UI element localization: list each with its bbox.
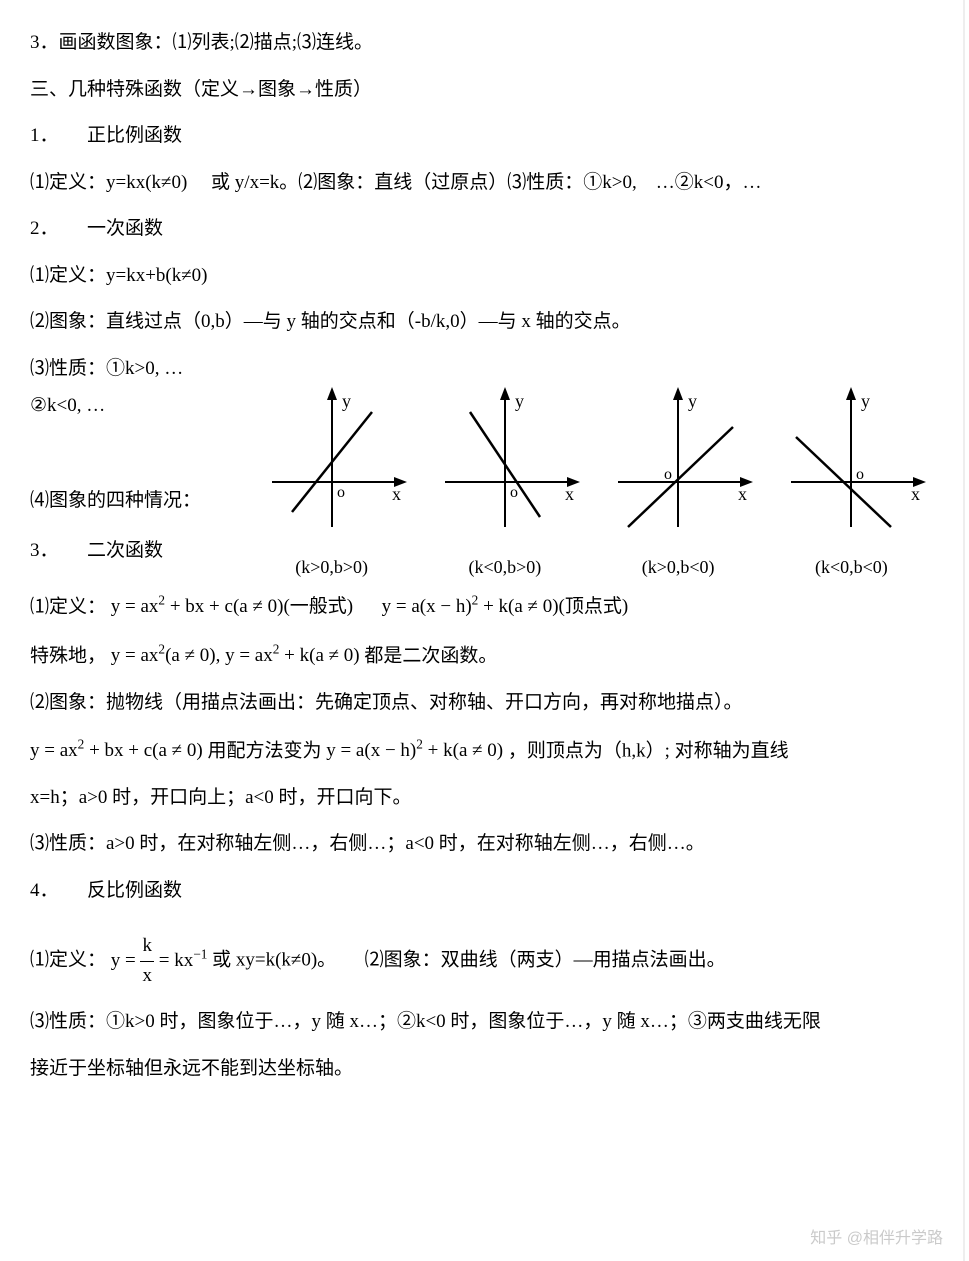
subsection-heading: 4． 反比例函数 — [30, 868, 933, 915]
formula: y = ax2 + bx + c(a ≠ 0) — [30, 740, 207, 761]
linear-graph-svg: y x o — [425, 382, 585, 542]
subsection-heading: 3． 二次函数 — [30, 537, 163, 566]
linear-graph-svg: y x o — [598, 382, 758, 542]
svg-text:x: x — [738, 484, 747, 504]
svg-text:o: o — [856, 466, 864, 483]
text-line: ⑴定义： y = ax2 + bx + c(a ≠ 0)(一般式) y = a(… — [30, 582, 933, 631]
linear-graph-svg: y x o — [771, 382, 931, 542]
graph-caption: (k>0,b<0) — [597, 554, 760, 581]
graph-caption: (k<0,b>0) — [423, 554, 586, 581]
graph-caption: (k<0,b<0) — [770, 554, 933, 581]
subsection-heading: 2． 一次函数 — [30, 206, 933, 253]
graph-kpos-bpos: y x o (k>0,b>0) — [250, 382, 413, 581]
graphs-row: y x o (k>0,b>0) y x o (k<0,b>0) — [250, 382, 933, 581]
graph-kneg-bpos: y x o (k<0,b>0) — [423, 382, 586, 581]
text-line: ⑴定义：y=kx(k≠0) 或 y/x=k。⑵图象：直线（过原点）⑶性质：①k>… — [30, 160, 933, 207]
linear-graph-svg: y x o — [252, 382, 412, 542]
section-heading: 三、几种特殊函数（定义→图象→性质） — [30, 67, 933, 114]
formula: y = ax2 + bx + c(a ≠ 0)(一般式) y = a(x − h… — [111, 596, 628, 617]
formula: y = a(x − h)2 + k(a ≠ 0) — [326, 740, 508, 761]
text-line: x=h；a>0 时，开口向上；a<0 时，开口向下。 — [30, 775, 933, 822]
subsection-heading: 1． 正比例函数 — [30, 113, 933, 160]
formula: y = kx = kx−1 — [111, 950, 212, 971]
text-line: ⑷图象的四种情况： — [30, 487, 201, 516]
svg-text:x: x — [392, 484, 401, 504]
svg-text:o: o — [337, 484, 345, 501]
svg-text:x: x — [911, 484, 920, 504]
graph-caption: (k>0,b>0) — [250, 554, 413, 581]
document-page: 3．画函数图象：⑴列表;⑵描点;⑶连线。 三、几种特殊函数（定义→图象→性质） … — [0, 0, 965, 1261]
svg-text:y: y — [688, 391, 697, 411]
svg-text:x: x — [565, 484, 574, 504]
text-line: 接近于坐标轴但永远不能到达坐标轴。 — [30, 1046, 933, 1093]
text-line: ②k<0, … — [30, 392, 105, 421]
text-line: ⑵图象：直线过点（0,b）—与 y 轴的交点和（-b/k,0）—与 x 轴的交点… — [30, 299, 933, 346]
text-line: 3．画函数图象：⑴列表;⑵描点;⑶连线。 — [30, 20, 933, 67]
text-line: ⑴定义：y=kx+b(k≠0) — [30, 253, 933, 300]
svg-text:y: y — [515, 391, 524, 411]
svg-text:y: y — [342, 391, 351, 411]
graph-kpos-bneg: y x o (k>0,b<0) — [597, 382, 760, 581]
text-line: ⑶性质：a>0 时，在对称轴左侧…，右侧…；a<0 时，在对称轴左侧…，右侧…。 — [30, 821, 933, 868]
watermark: 知乎 @相伴升学路 — [810, 1227, 943, 1251]
text-line: 特殊地， y = ax2(a ≠ 0), y = ax2 + k(a ≠ 0) … — [30, 631, 933, 680]
graph-kneg-bneg: y x o (k<0,b<0) — [770, 382, 933, 581]
text-line: y = ax2 + bx + c(a ≠ 0) 用配方法变为 y = a(x −… — [30, 726, 933, 775]
text-line: ⑶性质：①k>0 时，图象位于…，y 随 x…；②k<0 时，图象位于…，y 随… — [30, 999, 933, 1046]
svg-text:o: o — [510, 484, 518, 501]
svg-text:o: o — [664, 466, 672, 483]
text-line: ⑵图象：抛物线（用描点法画出：先确定顶点、对称轴、开口方向，再对称地描点）。 — [30, 680, 933, 727]
svg-text:y: y — [861, 391, 870, 411]
formula: y = ax2(a ≠ 0), y = ax2 + k(a ≠ 0) — [111, 645, 365, 666]
text-line: ⑴定义： y = kx = kx−1 或 xy=k(k≠0)。 ⑵图象：双曲线（… — [30, 914, 933, 999]
